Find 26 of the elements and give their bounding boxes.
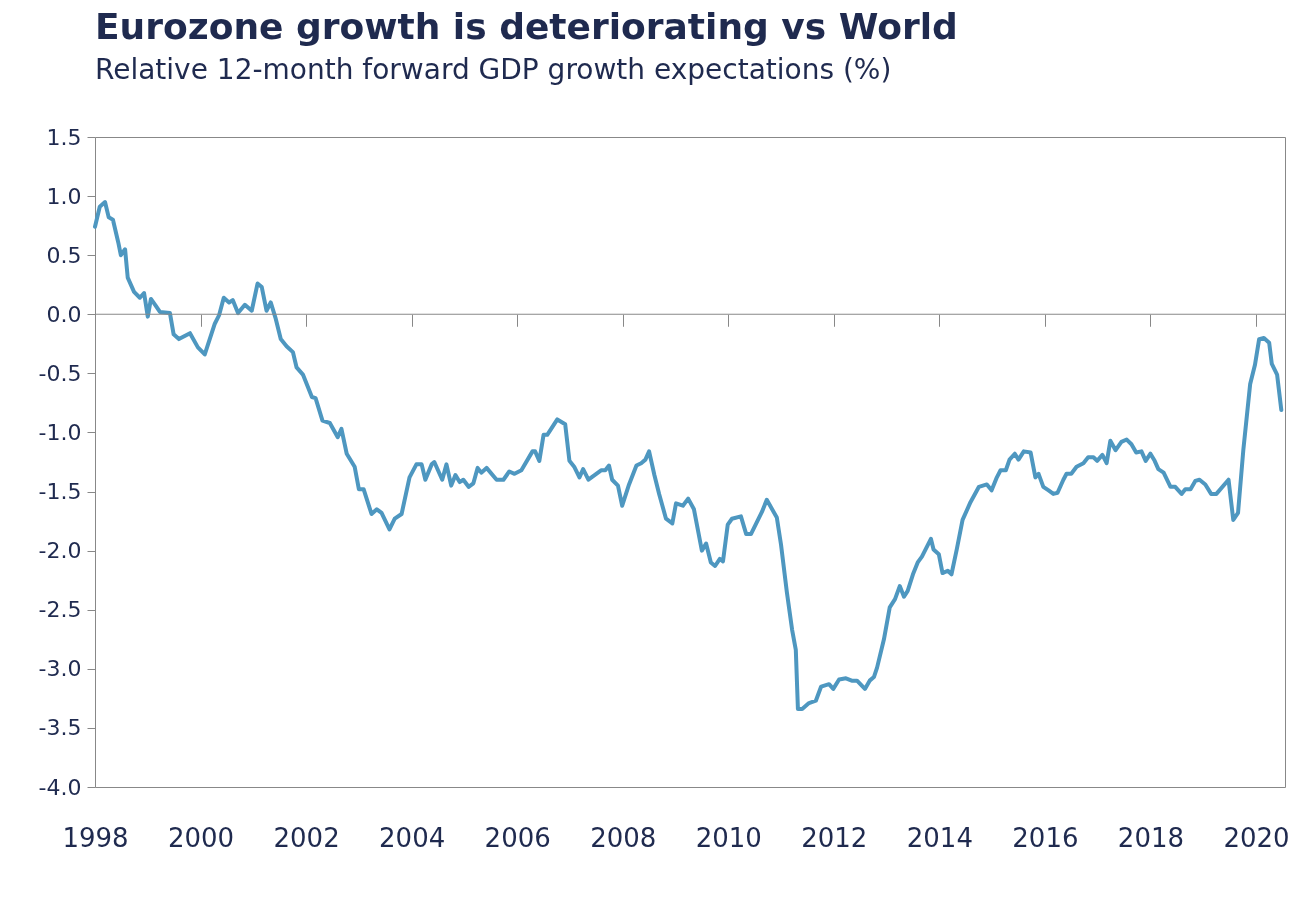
x-tick-label: 2008	[590, 822, 657, 853]
x-tick-label: 2014	[906, 822, 973, 853]
y-tick-label: -4.0	[38, 774, 82, 800]
x-tick-label: 2000	[167, 822, 235, 853]
y-tick-label: 0.5	[46, 242, 82, 268]
y-tick-label: -1.0	[38, 419, 82, 445]
y-tick-label: -2.0	[38, 538, 82, 564]
y-tick-label: 1.0	[46, 183, 82, 209]
x-tick-label: 2004	[379, 822, 446, 853]
y-tick-label: -3.5	[38, 715, 82, 741]
y-tick-label: 0.0	[46, 301, 82, 327]
x-tick-label: 2018	[1117, 822, 1185, 853]
y-tick-label: 1.5	[46, 124, 82, 150]
y-tick-label: -0.5	[38, 360, 82, 386]
y-tick-label: -1.5	[38, 479, 82, 505]
chart-subtitle: Relative 12-month forward GDP growth expectations (%)	[95, 53, 892, 86]
x-tick-label: 2020	[1223, 822, 1290, 853]
x-tick-label: 2012	[801, 822, 868, 853]
x-tick-label: 2010	[695, 822, 762, 853]
x-tick-label: 1998	[62, 822, 129, 853]
chart-title: Eurozone growth is deteriorating vs World	[95, 6, 958, 47]
x-tick-label: 2002	[273, 822, 340, 853]
x-tick-label: 2006	[484, 822, 551, 853]
y-tick-label: -2.5	[38, 597, 82, 623]
y-tick-label: -3.0	[38, 656, 82, 682]
x-tick-label: 2016	[1012, 822, 1079, 853]
